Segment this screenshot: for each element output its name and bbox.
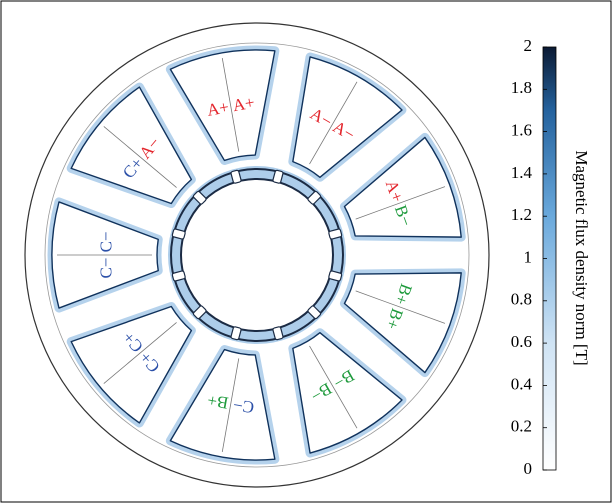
colorbar-tick-label: 1.2 [511, 205, 532, 224]
figure: A+A+A−A−A+B−B+B+B−B−C−B+C+C+C−C−C+A− Mag… [0, 0, 612, 503]
colorbar-tick-label: 0 [524, 459, 533, 478]
colorbar-tick-label: 0.4 [511, 374, 533, 393]
coil-label: A+ [231, 93, 256, 116]
colorbar-tick-label: 0.6 [511, 332, 532, 351]
colorbar-tick-label: 0.2 [511, 417, 532, 436]
colorbar-tick-label: 2 [524, 36, 533, 55]
coil-label: C− [96, 258, 115, 279]
coil-label: B+ [206, 390, 230, 412]
colorbar-tick-label: 1.4 [511, 163, 533, 182]
colorbar-tick-label: 1.8 [511, 78, 532, 97]
colorbar-tick-label: 0.8 [511, 290, 532, 309]
coil-label: C− [96, 231, 115, 252]
colorbar-tick-label: 1.6 [511, 121, 532, 140]
colorbar-label: Magnetic flux density norm [T] [572, 150, 591, 365]
colorbar-tick-label: 1 [524, 247, 533, 266]
coil-label: A+ [205, 97, 230, 120]
coil-label: C− [232, 395, 256, 417]
